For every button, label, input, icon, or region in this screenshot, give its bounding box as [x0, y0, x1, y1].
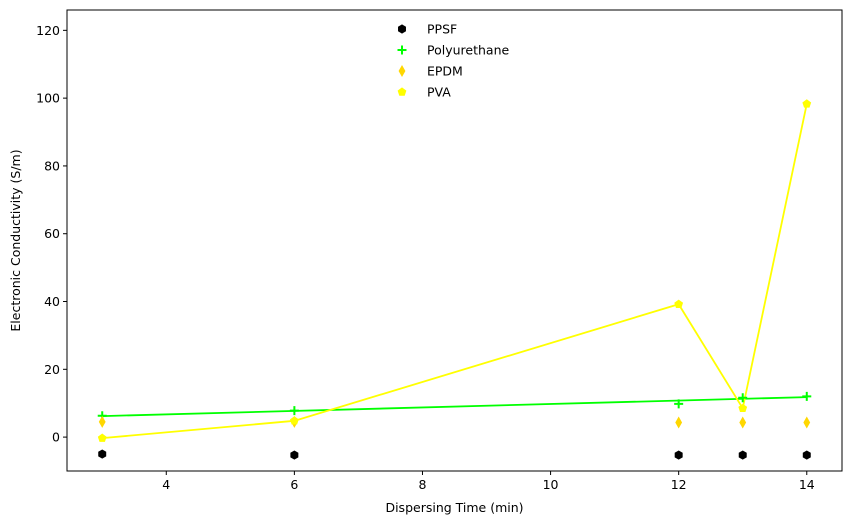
data-point	[739, 416, 747, 429]
x-tick-label: 4	[162, 477, 170, 492]
data-point	[738, 393, 748, 403]
legend-marker	[398, 65, 406, 77]
x-axis-label: Dispersing Time (min)	[385, 500, 523, 515]
y-axis: 0 20 40 60 80 100 120	[36, 23, 67, 445]
data-point	[98, 415, 106, 428]
data-point	[674, 299, 684, 308]
legend-label: EPDM	[427, 64, 463, 79]
x-tick-label: 10	[543, 477, 559, 492]
legend-label: PVA	[427, 85, 451, 100]
legend-marker	[398, 24, 406, 34]
data-point	[674, 399, 684, 409]
y-tick-label: 20	[44, 362, 60, 377]
legend: PPSF Polyurethane EPDM PVA	[397, 22, 509, 100]
data-point	[290, 450, 299, 460]
data-point	[289, 406, 299, 416]
x-tick-label: 6	[290, 477, 298, 492]
legend-marker	[397, 45, 407, 55]
x-axis: 4 6 8 10 12 14	[162, 471, 815, 492]
legend-label: Polyurethane	[427, 43, 509, 58]
x-tick-label: 14	[799, 477, 815, 492]
legend-label: PPSF	[427, 22, 457, 37]
x-tick-label: 12	[671, 477, 687, 492]
y-tick-label: 0	[52, 430, 60, 445]
x-tick-label: 8	[418, 477, 426, 492]
legend-marker	[397, 87, 407, 96]
data-point	[802, 391, 812, 401]
data-point	[738, 450, 747, 460]
data-point	[675, 416, 683, 429]
data-point	[738, 403, 748, 413]
y-tick-label: 80	[44, 158, 60, 173]
y-tick-label: 40	[44, 294, 60, 309]
data-point	[674, 450, 683, 460]
y-tick-label: 100	[36, 91, 60, 106]
data-point	[290, 416, 299, 425]
data-point	[803, 416, 811, 429]
data-point	[97, 433, 107, 442]
fit-line	[102, 396, 807, 417]
y-tick-label: 60	[44, 226, 60, 241]
data-point	[802, 99, 812, 108]
data-point	[98, 449, 107, 459]
y-tick-label: 120	[36, 23, 60, 38]
data-points	[97, 99, 812, 460]
data-point	[802, 450, 811, 460]
y-axis-label: Electronic Conductivity (S/m)	[8, 149, 23, 331]
plot-area	[66, 9, 843, 472]
